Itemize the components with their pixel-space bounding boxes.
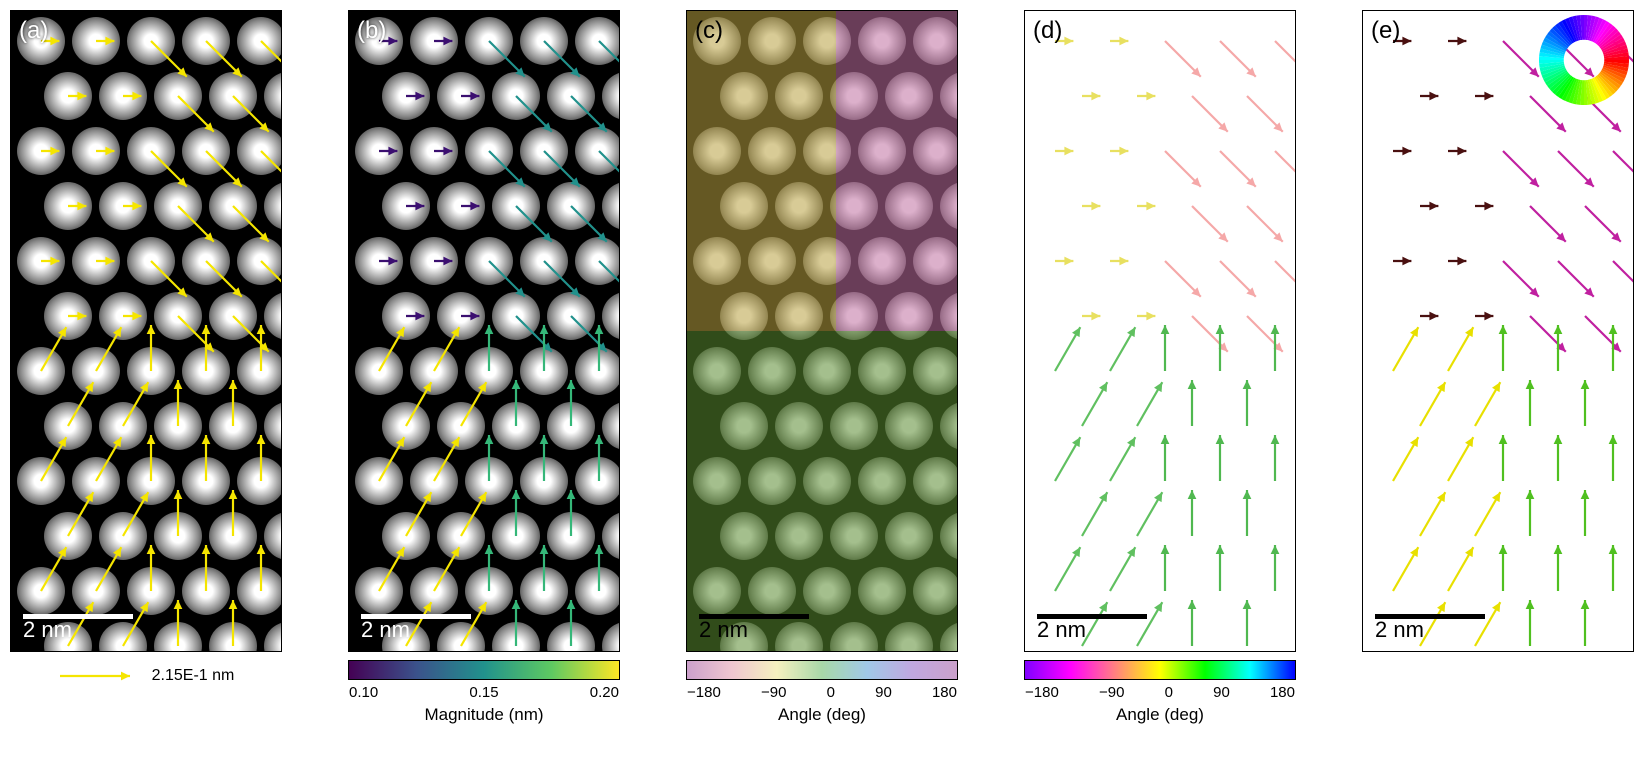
colorbar [348, 660, 620, 680]
scalebar-text: 2 nm [699, 617, 748, 643]
scalebar-text: 2 nm [1375, 617, 1424, 643]
panel-column-e: (e) 2 nm [1362, 10, 1634, 725]
tick-label: 180 [932, 684, 957, 701]
colorbar [1024, 660, 1296, 680]
tick-label: −180 [1025, 684, 1059, 701]
colorbar-container: −180 −90 0 90 180 Angle (deg) [1025, 660, 1295, 725]
legend-a: 2.15E-1 nm [58, 666, 235, 686]
overlay-bottom [687, 331, 957, 651]
panel-column-a: (a) 2 nm 2.15E-1 nm [10, 10, 282, 725]
colorbar-ticks: −180 −90 0 90 180 [687, 684, 957, 701]
tick-label: 0.15 [469, 684, 498, 701]
panel-e: (e) 2 nm [1362, 10, 1634, 652]
overlay-top-left [687, 11, 836, 331]
tick-label: 0.10 [349, 684, 378, 701]
colorbar-label: Angle (deg) [1116, 705, 1204, 725]
panels-row: (a) 2 nm 2.15E-1 nm (b) 2 nm 0.10 0.15 0.20 Magn… [10, 10, 1634, 725]
vector-field [1363, 11, 1633, 651]
legend-a-label: 2.15E-1 nm [152, 667, 235, 685]
colorbar [686, 660, 958, 680]
colorbar-container: −180 −90 0 90 180 Angle (deg) [687, 660, 957, 725]
tick-label: −90 [1099, 684, 1124, 701]
panel-b: (b) 2 nm [348, 10, 620, 652]
panel-d: (d) 2 nm [1024, 10, 1296, 652]
tick-label: 0 [827, 684, 835, 701]
legend-arrow-icon [58, 666, 142, 686]
panel-label: (e) [1371, 17, 1400, 45]
panel-label: (a) [19, 17, 48, 45]
panel-c: (c) 2 nm [686, 10, 958, 652]
colorbar-ticks: 0.10 0.15 0.20 [349, 684, 619, 701]
vector-field [11, 11, 281, 651]
color-wheel [1539, 15, 1629, 105]
panel-column-d: (d) 2 nm −180 −90 0 90 180 Angle (deg) [1024, 10, 1296, 725]
vector-field [349, 11, 619, 651]
tick-label: −90 [761, 684, 786, 701]
colorbar-ticks: −180 −90 0 90 180 [1025, 684, 1295, 701]
vector-field [1025, 11, 1295, 651]
overlay-top-right [836, 11, 958, 331]
tick-label: 90 [1213, 684, 1230, 701]
tick-label: 90 [875, 684, 892, 701]
tick-label: 0.20 [590, 684, 619, 701]
panel-label: (b) [357, 17, 386, 45]
colorbar-label: Angle (deg) [778, 705, 866, 725]
scalebar-text: 2 nm [1037, 617, 1086, 643]
scalebar-text: 2 nm [23, 617, 72, 643]
figure-container: (a) 2 nm 2.15E-1 nm (b) 2 nm 0.10 0.15 0.20 Magn… [10, 10, 1634, 725]
panel-column-b: (b) 2 nm 0.10 0.15 0.20 Magnitude (nm) [348, 10, 620, 725]
tick-label: 180 [1270, 684, 1295, 701]
panel-label: (d) [1033, 17, 1062, 45]
tick-label: 0 [1165, 684, 1173, 701]
panel-column-c: (c) 2 nm −180 −90 0 90 180 Angle (deg) [686, 10, 958, 725]
tick-label: −180 [687, 684, 721, 701]
colorbar-container: 0.10 0.15 0.20 Magnitude (nm) [349, 660, 619, 725]
colorbar-label: Magnitude (nm) [424, 705, 543, 725]
scalebar-text: 2 nm [361, 617, 410, 643]
panel-label: (c) [695, 17, 723, 45]
panel-a: (a) 2 nm [10, 10, 282, 652]
